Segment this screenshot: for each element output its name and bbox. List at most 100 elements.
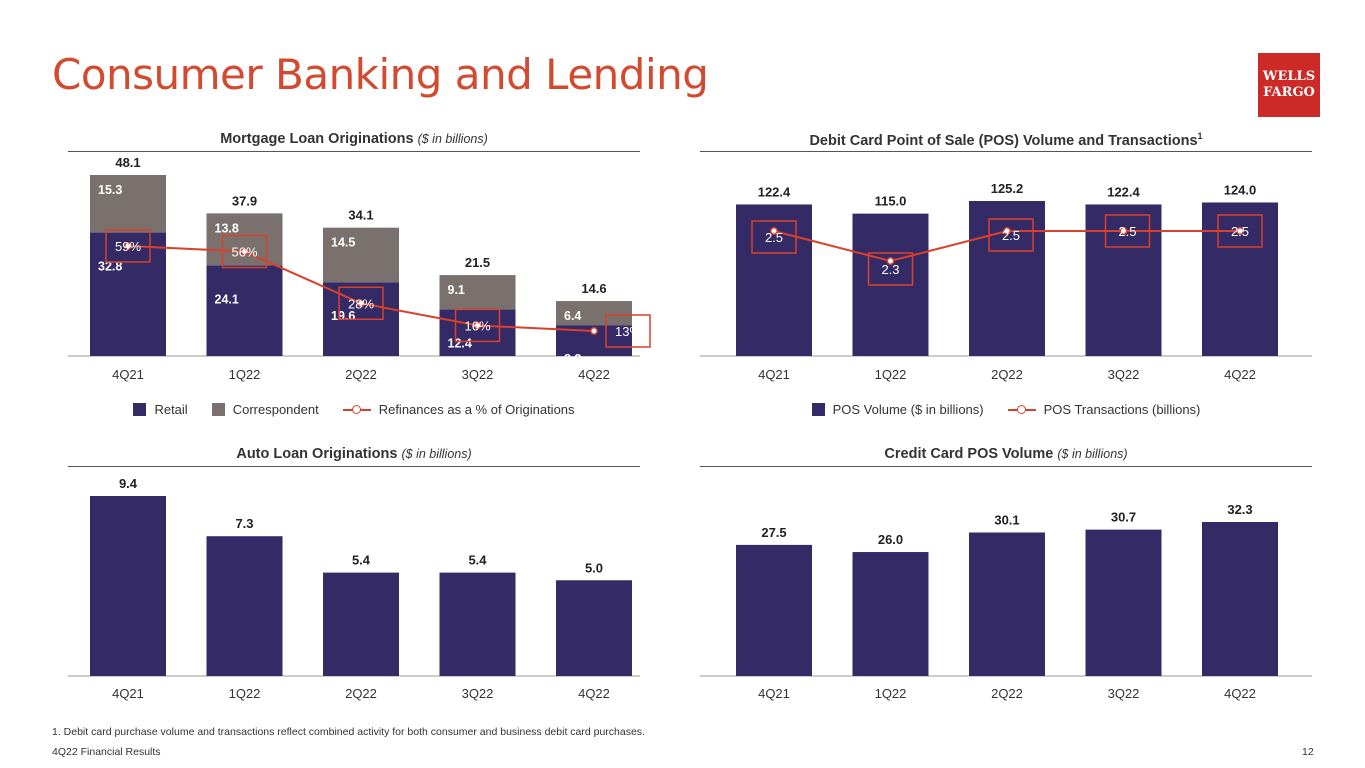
total-label: 21.5	[465, 255, 490, 270]
retail-label: 32.8	[98, 260, 122, 274]
value-label: 5.4	[468, 553, 487, 568]
correspondent-label: 15.3	[98, 183, 122, 197]
value-label: 9.4	[119, 476, 138, 491]
line-point	[1119, 227, 1128, 235]
bar-retail	[90, 232, 166, 356]
line-label-box	[1217, 214, 1263, 248]
bar	[323, 572, 399, 676]
line-point	[770, 227, 778, 235]
debit-title: Debit Card Point of Sale (POS) Volume an…	[700, 131, 1312, 149]
debit-chart: 122.4 4Q21 115.0 1Q22 125.2 2Q22 122.4 3Q22 124.…	[700, 181, 1312, 382]
legend-label-correspondent: Correspondent	[232, 402, 319, 417]
x-tick-label: 2Q22	[345, 686, 377, 701]
bar	[969, 532, 1045, 676]
line-label-box	[1104, 214, 1151, 248]
value-label: 115.0	[875, 194, 907, 209]
x-tick-label: 2Q22	[991, 367, 1023, 382]
value-label: 27.5	[761, 525, 786, 540]
x-tick-label: 4Q22	[578, 367, 610, 382]
credit-subtitle: ($ in billions)	[1057, 447, 1128, 461]
bar	[852, 552, 929, 676]
retail-label: 12.4	[448, 336, 472, 350]
page-title: Consumer Banking and Lending	[52, 50, 709, 99]
value-label: 125.2	[991, 181, 1024, 196]
wells-fargo-logo: WELLS FARGO	[1258, 53, 1320, 117]
pos-transactions-line-key	[1007, 404, 1036, 416]
mortgage-chart: 48.1 15.3 32.8 4Q21 37.9 13.8 24.1 1Q22 34.1 14.5…	[68, 155, 651, 382]
x-tick-label: 3Q22	[462, 367, 494, 382]
total-label: 14.6	[581, 281, 606, 296]
bar-retail	[206, 265, 283, 356]
bar-correspondent	[556, 301, 632, 326]
x-tick-label: 4Q22	[1224, 367, 1256, 382]
correspondent-swatch	[211, 403, 225, 416]
x-tick-label: 1Q22	[875, 686, 907, 701]
x-tick-label: 4Q21	[758, 686, 790, 701]
retail-label: 24.1	[215, 292, 239, 306]
x-tick-label: 3Q22	[1108, 686, 1140, 701]
logo-line-2: FARGO	[1263, 85, 1315, 100]
line-point	[886, 257, 895, 265]
legend-item-correspondent: Correspondent	[211, 402, 319, 417]
value-label: 30.7	[1111, 510, 1136, 525]
footer-report-name: 4Q22 Financial Results	[52, 746, 161, 758]
credit-title-rule	[700, 466, 1312, 467]
bar	[1085, 529, 1162, 676]
legend-item-refinances: Refinances as a % of Originations	[342, 402, 575, 417]
line-value-label: 28%	[348, 296, 374, 311]
x-tick-label: 2Q22	[991, 686, 1023, 701]
total-label: 34.1	[348, 208, 373, 223]
retail-label: 19.6	[331, 309, 355, 323]
legend-label-retail: Retail	[154, 402, 188, 417]
mortgage-legend: Retail Correspondent Refinances as a % o…	[68, 402, 640, 417]
legend-label-pos-transactions: POS Transactions (billions)	[1043, 402, 1201, 417]
bar	[736, 544, 812, 676]
debit-title-rule	[700, 151, 1312, 152]
value-label: 26.0	[878, 532, 903, 547]
mortgage-subtitle: ($ in billions)	[417, 132, 488, 146]
x-tick-label: 1Q22	[229, 686, 261, 701]
line-value-label: 2.5	[1231, 224, 1249, 239]
value-label: 32.3	[1227, 502, 1252, 517]
line-value-label: 13%	[615, 324, 641, 339]
line-value-label: 16%	[464, 318, 490, 333]
correspondent-label: 6.4	[564, 309, 581, 323]
line-label-box	[221, 234, 268, 269]
auto-title-text: Auto Loan Originations	[236, 446, 398, 462]
retail-label: 8.2	[564, 352, 581, 366]
total-label: 37.9	[232, 193, 257, 208]
value-label: 5.0	[585, 560, 603, 575]
total-label: 48.1	[115, 155, 140, 170]
line-label-box	[988, 218, 1034, 252]
x-tick-label: 4Q21	[112, 686, 144, 701]
value-label: 124.0	[1224, 182, 1257, 197]
x-tick-label: 1Q22	[229, 367, 261, 382]
correspondent-label: 13.8	[215, 221, 239, 235]
line-value-label: 2.5	[1118, 224, 1136, 239]
debit-legend: POS Volume ($ in billions) POS Transacti…	[700, 402, 1312, 417]
legend-label-pos-volume: POS Volume ($ in billions)	[832, 402, 984, 417]
retail-swatch	[133, 403, 147, 416]
x-tick-label: 4Q22	[1224, 686, 1256, 701]
line-point	[473, 321, 482, 330]
auto-subtitle: ($ in billions)	[401, 447, 472, 461]
legend-item-retail: Retail	[133, 402, 188, 417]
mortgage-title: Mortgage Loan Originations ($ in billion…	[68, 131, 640, 147]
line-point	[590, 327, 598, 335]
credit-panel: Credit Card POS Volume ($ in billions) 2…	[700, 446, 1312, 706]
value-label: 122.4	[758, 184, 791, 199]
line-label-box	[454, 308, 501, 343]
logo-line-1: WELLS	[1262, 69, 1316, 84]
bar	[1202, 522, 1278, 676]
debit-title-footnote-ref: 1	[1197, 131, 1203, 141]
value-label: 30.1	[994, 512, 1019, 527]
bar	[439, 572, 516, 676]
bar-correspondent	[323, 227, 399, 283]
line-label-box	[751, 220, 797, 254]
bar	[90, 496, 166, 676]
bar	[206, 536, 283, 676]
legend-label-refinances: Refinances as a % of Originations	[378, 402, 575, 417]
auto-title: Auto Loan Originations ($ in billions)	[68, 446, 640, 462]
x-tick-label: 3Q22	[462, 686, 494, 701]
line-value-label: 2.5	[765, 230, 783, 245]
